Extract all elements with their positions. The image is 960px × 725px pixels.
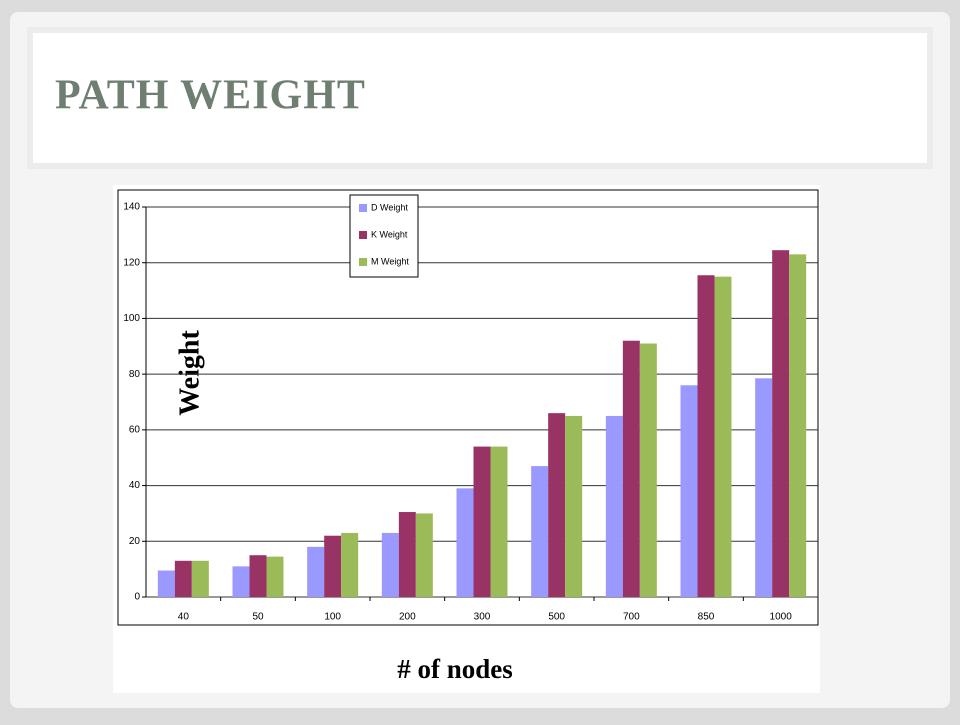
y-tick-label: 20 xyxy=(129,536,141,547)
legend-label: K Weight xyxy=(371,229,408,239)
title-box xyxy=(27,27,933,169)
bar xyxy=(174,560,192,597)
bar xyxy=(565,415,583,597)
bar xyxy=(456,488,474,597)
bar xyxy=(324,535,342,597)
x-tick-label: 100 xyxy=(324,612,341,623)
legend-label: M Weight xyxy=(371,256,409,266)
bar xyxy=(605,415,623,597)
bar xyxy=(490,446,508,597)
bar xyxy=(249,555,267,597)
x-tick-label: 50 xyxy=(252,612,264,623)
x-tick-label: 850 xyxy=(698,612,715,623)
bar xyxy=(548,413,566,597)
bar xyxy=(755,378,773,597)
legend-swatch xyxy=(359,258,367,266)
y-tick-label: 120 xyxy=(123,257,140,268)
bar xyxy=(680,385,698,597)
legend-label: D Weight xyxy=(371,202,408,212)
bar xyxy=(697,275,715,597)
y-tick-label: 80 xyxy=(129,369,141,380)
x-tick-label: 500 xyxy=(548,612,565,623)
bar xyxy=(157,570,175,597)
bar xyxy=(266,556,284,597)
bar xyxy=(473,446,491,597)
x-tick-label: 1000 xyxy=(770,612,793,623)
bar xyxy=(639,343,657,597)
bar xyxy=(191,560,209,597)
bar xyxy=(341,532,359,597)
y-tick-label: 40 xyxy=(129,480,141,491)
x-tick-label: 200 xyxy=(399,612,416,623)
bar xyxy=(398,512,416,597)
bar xyxy=(232,566,250,597)
legend-swatch xyxy=(359,204,367,212)
x-tick-label: 40 xyxy=(178,612,190,623)
bar xyxy=(381,532,399,597)
bar xyxy=(772,250,790,597)
slide-title: PATH WEIGHT xyxy=(55,73,366,119)
chart-frame xyxy=(117,189,819,626)
x-tick-label: 700 xyxy=(623,612,640,623)
y-axis-label: Weight xyxy=(174,330,205,416)
y-tick-label: 100 xyxy=(123,313,140,324)
bar xyxy=(531,466,549,597)
y-tick-label: 140 xyxy=(123,202,140,213)
bar xyxy=(415,513,433,597)
x-axis-label: # of nodes xyxy=(397,654,513,684)
x-tick-label: 300 xyxy=(474,612,491,623)
y-tick-label: 60 xyxy=(129,424,141,435)
y-tick-label: 0 xyxy=(134,592,140,603)
bar xyxy=(622,340,640,597)
bar xyxy=(307,546,325,597)
bar xyxy=(789,254,807,597)
legend-swatch xyxy=(359,231,367,239)
bar xyxy=(714,276,732,597)
